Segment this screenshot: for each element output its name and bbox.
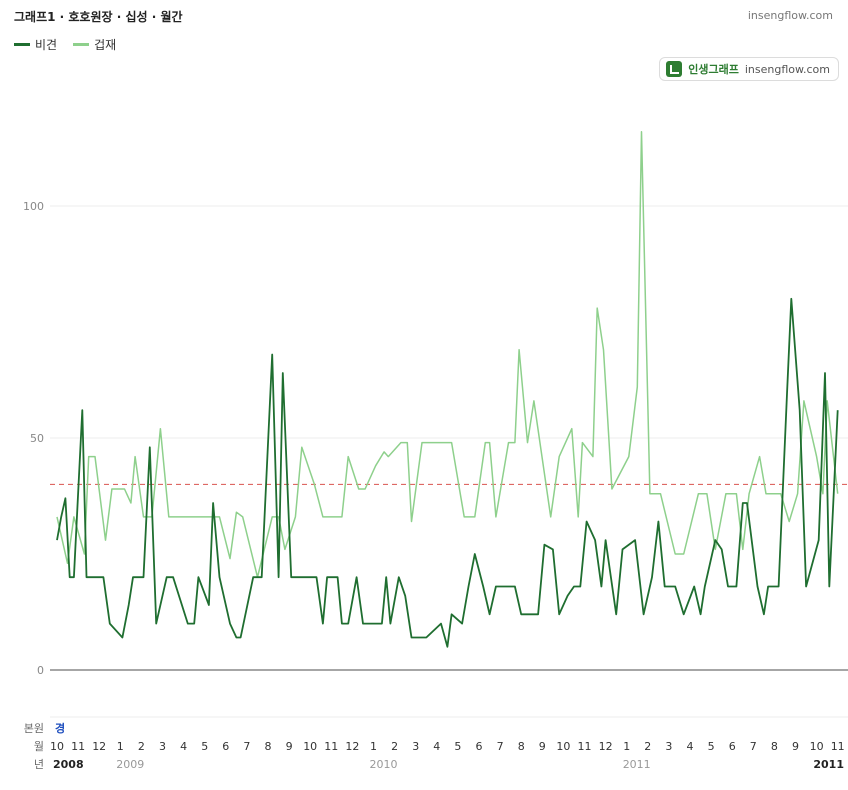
y-tick-label: 50: [30, 432, 44, 445]
x-tick-label: 6: [729, 740, 736, 753]
chart-title: 그래프1 · 호호원장 · 십성 · 월간: [14, 10, 183, 24]
x-tick-label: 4: [180, 740, 187, 753]
x-tick-label: 7: [243, 740, 250, 753]
year-label: 2009: [116, 758, 144, 771]
x-tick-label: 10: [556, 740, 570, 753]
row-label-month: 월: [34, 740, 44, 753]
x-tick-label: 11: [578, 740, 592, 753]
legend-item-geopjae[interactable]: 겁재: [73, 36, 116, 53]
x-tick-label: 9: [286, 740, 293, 753]
year-label: 2010: [370, 758, 398, 771]
x-tick-label: 8: [265, 740, 272, 753]
x-tick-label: 2: [138, 740, 145, 753]
x-tick-label: 3: [665, 740, 672, 753]
legend-label-geopjae: 겁재: [94, 38, 117, 52]
x-tick-label: 7: [750, 740, 757, 753]
x-tick-label: 5: [708, 740, 715, 753]
x-tick-label: 6: [476, 740, 483, 753]
bonwon-value: 경: [55, 721, 65, 735]
row-label-bonwon: 본원: [24, 722, 44, 735]
y-tick-label: 0: [37, 664, 44, 677]
x-tick-label: 10: [303, 740, 317, 753]
x-tick-label: 12: [599, 740, 613, 753]
badge-brand: 인생그래프: [688, 63, 739, 76]
year-label: 2011: [813, 758, 844, 771]
series-line-geopjae: [56, 131, 839, 578]
x-tick-label: 7: [497, 740, 504, 753]
x-tick-label: 5: [454, 740, 461, 753]
x-tick-label: 11: [71, 740, 85, 753]
x-tick-label: 1: [370, 740, 377, 753]
y-tick-label: 100: [23, 200, 44, 213]
x-tick-label: 3: [159, 740, 166, 753]
year-label: 2011: [623, 758, 651, 771]
legend-swatch-geopjae: [73, 43, 90, 46]
x-tick-label: 8: [518, 740, 525, 753]
legend-swatch-bigyeon: [14, 43, 30, 46]
x-tick-label: 9: [539, 740, 546, 753]
x-tick-label: 4: [433, 740, 440, 753]
brand-badge[interactable]: 인생그래프 insengflow.com: [659, 57, 839, 81]
series-line-bigyeon: [56, 297, 839, 648]
x-tick-label: 10: [50, 740, 64, 753]
x-tick-label: 5: [201, 740, 208, 753]
x-tick-label: 2: [644, 740, 651, 753]
x-tick-label: 8: [771, 740, 778, 753]
x-tick-label: 1: [623, 740, 630, 753]
x-tick-label: 4: [687, 740, 694, 753]
x-tick-label: 12: [345, 740, 359, 753]
x-tick-label: 11: [324, 740, 338, 753]
legend-item-bigyeon[interactable]: 비견: [14, 36, 57, 53]
x-tick-label: 10: [810, 740, 824, 753]
legend-label-bigyeon: 비견: [35, 38, 58, 52]
row-label-year: 년: [34, 758, 44, 771]
x-tick-label: 11: [831, 740, 845, 753]
x-tick-label: 1: [117, 740, 124, 753]
year-label: 2008: [53, 758, 84, 771]
chart-logo-icon: [666, 61, 683, 77]
x-tick-label: 3: [412, 740, 419, 753]
x-tick-label: 12: [92, 740, 106, 753]
x-tick-label: 6: [222, 740, 229, 753]
x-tick-label: 2: [391, 740, 398, 753]
site-label: insengflow.com: [747, 9, 833, 22]
x-tick-label: 9: [792, 740, 799, 753]
badge-url: insengflow.com: [744, 62, 830, 76]
legend: 비견 겁재: [14, 36, 116, 53]
